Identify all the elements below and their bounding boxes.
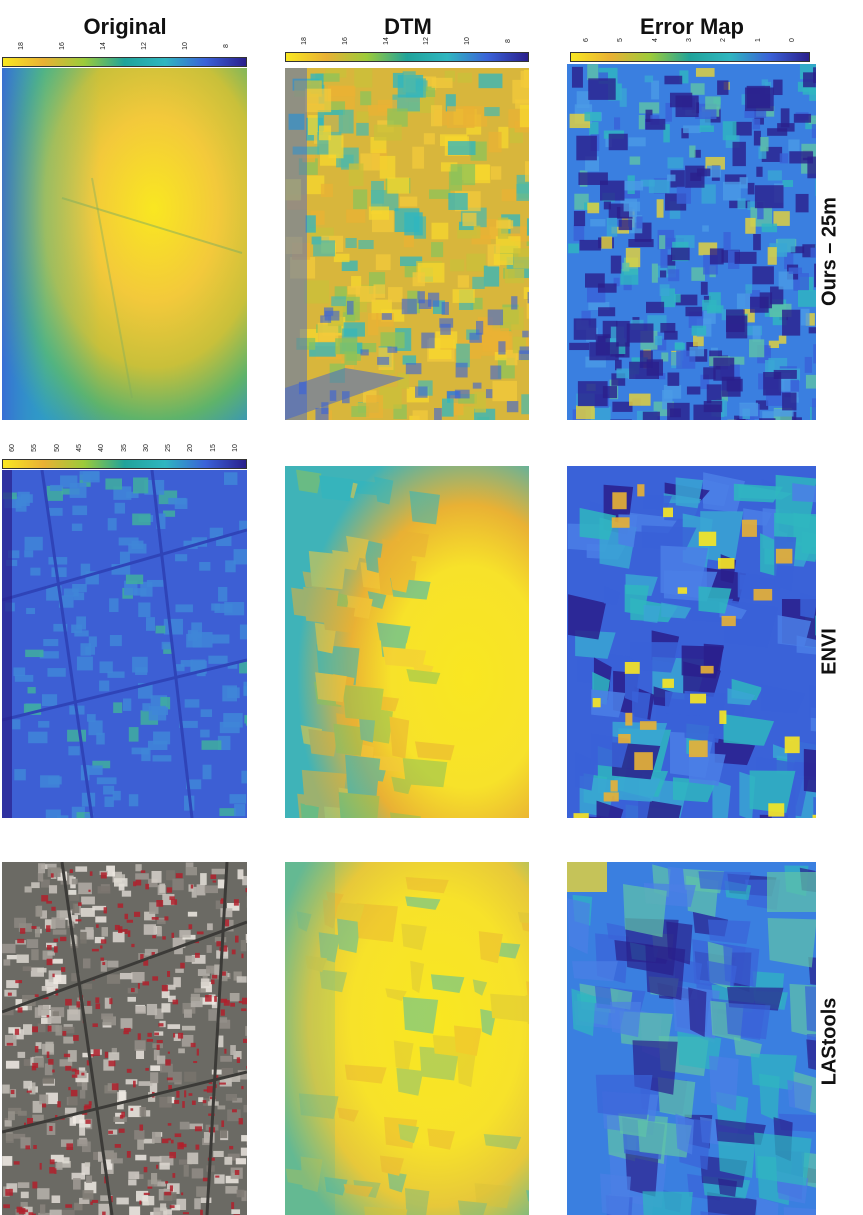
panel-error-ours — [567, 64, 816, 420]
colorbar-tick: 12 — [423, 37, 431, 45]
row-label-lastools: LAStools — [818, 997, 841, 1086]
panel-dtm-ours — [285, 68, 529, 420]
colorbar-tick: 60 — [9, 444, 17, 452]
colorbar-tick: 14 — [382, 37, 390, 45]
colorbar-tick: 0 — [788, 38, 796, 42]
heatmap-dtm-envi — [285, 466, 529, 818]
colorbar-tick: 55 — [31, 444, 39, 452]
heatmap-original-buildings — [2, 470, 247, 818]
panel-dtm-lastools — [285, 862, 529, 1215]
colorbar-tick: 14 — [100, 42, 108, 50]
row-label-envi: ENVI — [818, 628, 841, 675]
colorbar-original-mid-ticks: 60 55 50 45 40 35 30 25 20 15 10 — [2, 444, 247, 458]
colorbar-tick: 4 — [651, 38, 659, 42]
heatmap-original-smooth — [2, 68, 247, 420]
colorbar-tick: 30 — [142, 444, 150, 452]
colorbar-tick: 40 — [98, 444, 106, 452]
colorbar-original-mid — [2, 459, 247, 469]
colorbar-tick: 3 — [686, 38, 693, 42]
heatmap-error-lastools — [567, 862, 816, 1215]
colorbar-tick: 8 — [222, 44, 230, 48]
colorbar-original — [2, 57, 247, 67]
colorbar-tick: 5 — [617, 38, 625, 42]
colorbar-tick: 8 — [504, 39, 512, 43]
colorbar-tick: 6 — [583, 38, 591, 42]
colorbar-tick: 2 — [720, 38, 728, 42]
colorbar-tick: 10 — [231, 444, 239, 452]
colorbar-tick: 45 — [75, 444, 83, 452]
panel-original-envi — [2, 470, 247, 818]
colorbar-tick: 25 — [165, 444, 173, 452]
heatmap-error-envi — [567, 466, 816, 818]
heatmap-dtm-lastools — [285, 862, 529, 1215]
column-title-original: Original — [83, 14, 167, 39]
colorbar-tick: 16 — [59, 42, 67, 50]
colorbar-original-ticks: 18 16 14 12 10 8 — [2, 42, 247, 56]
colorbar-tick: 50 — [53, 444, 61, 452]
column-title-error-map: Error Map — [640, 14, 744, 39]
heatmap-dtm-ours — [285, 68, 529, 420]
colorbar-tick: 35 — [120, 444, 128, 452]
colorbar-tick: 16 — [342, 37, 349, 45]
panel-error-envi — [567, 466, 816, 818]
colorbar-tick: 10 — [181, 42, 189, 50]
colorbar-tick: 10 — [464, 37, 471, 45]
panel-error-lastools — [567, 862, 816, 1215]
panel-original-lastools-photo — [2, 862, 247, 1215]
colorbar-tick: 1 — [754, 38, 762, 42]
colorbar-tick: 18 — [18, 42, 26, 50]
colorbar-error-ticks: 6 5 4 3 2 1 0 — [570, 36, 810, 50]
aerial-photo — [2, 862, 247, 1215]
panel-dtm-envi — [285, 466, 529, 818]
row-label-ours: Ours – 25m — [818, 197, 841, 306]
colorbar-error — [570, 52, 810, 62]
colorbar-tick: 15 — [209, 444, 217, 452]
column-title-dtm: DTM — [384, 14, 432, 39]
colorbar-dtm — [285, 52, 529, 62]
colorbar-tick: 20 — [187, 444, 195, 452]
panel-original-ours — [2, 68, 247, 420]
heatmap-error-ours — [567, 64, 816, 420]
colorbar-dtm-ticks: 18 16 14 12 10 8 — [285, 37, 529, 51]
colorbar-tick: 18 — [301, 37, 309, 45]
colorbar-tick: 12 — [140, 42, 148, 50]
